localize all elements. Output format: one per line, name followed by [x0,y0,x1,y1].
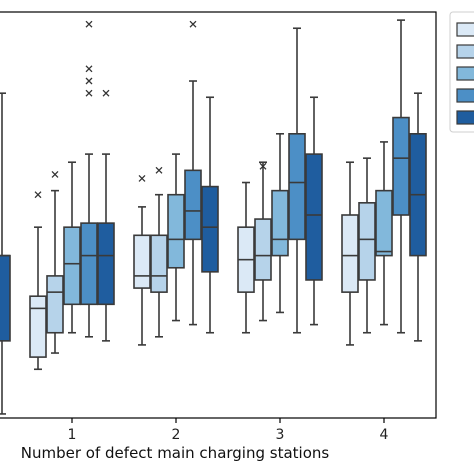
box [201,185,219,273]
box [358,202,376,281]
outlier-marker [34,191,42,199]
legend-swatch [456,66,474,81]
outlier-marker [85,20,93,28]
plot-frame [0,11,437,419]
box-group-3 [237,27,323,334]
x-tick-label: 2 [172,427,181,443]
box-group-4 [341,19,427,346]
box-group-2 [133,20,219,346]
box-group-0 [0,92,11,415]
box [288,133,306,241]
box [46,275,64,334]
box [63,226,81,306]
box [271,189,289,257]
box [305,153,323,281]
outlier-marker [259,162,267,170]
box [375,189,393,257]
legend-swatch [456,44,474,59]
outlier-marker [85,89,93,97]
x-tick-label: 1 [68,427,77,443]
box [80,222,98,306]
box [29,295,47,358]
x-tick-label: 4 [380,427,389,443]
outlier-marker [51,170,59,178]
box [341,214,359,293]
box [184,169,202,241]
x-axis-label: Number of defect main charging stations [21,444,330,462]
outlier-marker [189,20,197,28]
legend [449,11,474,133]
box [97,222,115,306]
outlier-marker [155,166,163,174]
box [133,234,151,289]
box [254,218,272,281]
box [392,116,410,216]
box [167,193,185,269]
x-tick-label: 3 [276,427,285,443]
legend-swatch [456,110,474,125]
box-group-1 [29,20,115,371]
box [150,234,168,293]
outlier-marker [85,77,93,85]
legend-swatch [456,88,474,103]
outlier-marker [85,65,93,73]
outlier-marker [102,89,110,97]
legend-swatch [456,22,474,37]
x-axis-ticks: 1 2 3 4 [68,418,389,443]
outlier-marker [138,175,146,182]
box [0,254,11,342]
box-groups [0,19,427,415]
